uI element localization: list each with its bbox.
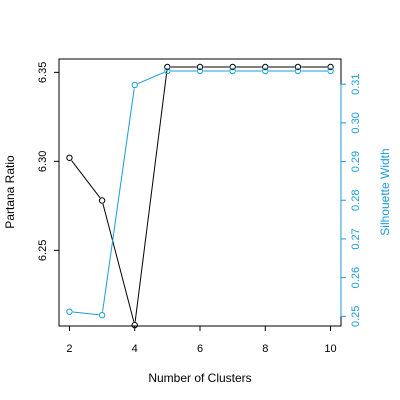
- right-y-tick-label: 0.25: [350, 306, 362, 327]
- x-tick-label: 6: [197, 343, 203, 355]
- x-tick-label: 8: [262, 343, 268, 355]
- data-point: [66, 308, 73, 315]
- data-point: [229, 67, 236, 75]
- data-point: [327, 63, 334, 71]
- series-segment: [102, 88, 135, 312]
- data-point: [164, 67, 171, 75]
- data-point: [196, 67, 204, 75]
- data-point: [262, 67, 269, 75]
- right-y-tick-label: 0.30: [350, 112, 362, 133]
- data-point: [131, 321, 138, 329]
- series-segment: [102, 203, 135, 322]
- data-point: [66, 154, 73, 161]
- right-y-tick-label: 0.29: [350, 151, 362, 172]
- right-y-tick-label: 0.28: [350, 190, 362, 211]
- right-y-axis: 0.25 0.26 0.27 0.28 0.29 0.30 0.31: [340, 73, 362, 327]
- x-axis-title: Number of Clusters: [148, 371, 251, 385]
- data-point: [131, 81, 138, 89]
- series-layer: [66, 63, 334, 329]
- data-point: [164, 63, 171, 71]
- data-point: [262, 63, 269, 71]
- right-y-tick-label: 0.26: [350, 267, 362, 288]
- data-point: [294, 67, 302, 75]
- data-point: [196, 63, 204, 71]
- left-y-axis: 6.25 6.30 6.35: [37, 62, 59, 261]
- series-segment: [72, 311, 99, 316]
- data-point: [229, 63, 236, 71]
- x-tick-label: 2: [66, 343, 72, 355]
- left-y-tick-label: 6.25: [37, 240, 49, 261]
- x-axis: 2 4 6 8 10: [66, 326, 337, 355]
- data-point: [98, 197, 106, 204]
- series-silhouette-width: [66, 67, 334, 319]
- x-tick-label: 10: [324, 343, 336, 355]
- left-y-tick-label: 6.30: [37, 151, 49, 172]
- data-point: [98, 311, 106, 319]
- right-y-tick-label: 0.31: [350, 73, 362, 94]
- series-segment: [71, 160, 101, 199]
- left-y-tick-label: 6.35: [37, 62, 49, 83]
- data-point: [294, 63, 302, 71]
- data-point: [327, 67, 334, 75]
- right-y-tick-label: 0.27: [350, 228, 362, 249]
- left-y-axis-title: Partana Ratio: [3, 155, 17, 229]
- series-partana-ratio: [66, 63, 334, 329]
- series-segment: [134, 70, 168, 322]
- plot-frame: [58, 58, 342, 327]
- right-y-axis-title: Silhouette Width: [378, 148, 392, 235]
- series-segment: [137, 71, 165, 85]
- x-tick-label: 4: [132, 343, 138, 355]
